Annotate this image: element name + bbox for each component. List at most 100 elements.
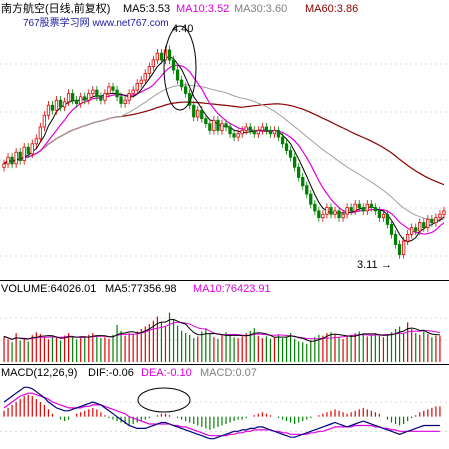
candle (280, 132, 285, 148)
candle (240, 126, 244, 138)
candle-body (6, 156, 10, 165)
candle (79, 92, 83, 108)
candle (171, 55, 176, 75)
volume-ma5-label: MA5:77356.98 (105, 283, 177, 295)
candle (42, 111, 46, 132)
volume-panel[interactable]: VOLUME:64026.01 MA5:77356.98 MA10:76423.… (0, 281, 449, 362)
candle-body (107, 86, 111, 94)
candle (167, 45, 172, 65)
candle-body (276, 129, 281, 138)
candle-body (341, 213, 345, 219)
candle (305, 181, 309, 199)
candle-body (26, 146, 30, 155)
candle (216, 116, 220, 135)
candle (71, 89, 75, 105)
candle-body (349, 207, 353, 212)
candle-body (71, 93, 75, 101)
candle-body (147, 66, 152, 74)
price-title: 南方航空(日线,前复权) (1, 1, 110, 15)
candle-body (87, 93, 91, 101)
volume-ma5-line (3, 318, 440, 342)
candle (369, 200, 374, 212)
candle (75, 96, 79, 108)
candle-body (155, 52, 160, 61)
candle (192, 101, 196, 122)
candle (83, 92, 87, 105)
candle (6, 153, 10, 169)
candle-body (135, 83, 139, 91)
candle-body (171, 59, 176, 71)
macd-name-label: MACD(12,26,9) (1, 367, 77, 379)
price-panel[interactable]: 4.40 3.11 → 南方航空(日线,前复权) MA5:3.53 MA10:3… (0, 0, 449, 271)
candle-body (381, 213, 386, 219)
candle (139, 75, 143, 88)
candle-body (389, 223, 394, 235)
candle (208, 119, 212, 135)
candle (260, 122, 265, 135)
candle-body (34, 138, 38, 145)
candle (405, 230, 410, 246)
candle (284, 139, 289, 155)
candle (373, 203, 378, 216)
candle (236, 129, 240, 142)
candle (393, 230, 398, 249)
macd-panel[interactable]: MACD(12,26,9) DIF:-0.06 DEA:-0.10 MACD:0… (0, 365, 449, 440)
candle-body (345, 207, 349, 215)
candle (34, 134, 38, 148)
candle (196, 106, 200, 122)
candle-body (426, 218, 430, 229)
candle-body (309, 193, 313, 205)
candle (401, 236, 406, 259)
candle-body (79, 96, 83, 104)
candlesticks[interactable] (2, 45, 446, 259)
candle-body (393, 233, 398, 245)
candle (183, 82, 188, 98)
candle-body (280, 136, 285, 145)
candle-body (248, 126, 252, 131)
candle-body (115, 89, 119, 98)
candle-body (62, 101, 67, 108)
candle-body (409, 227, 414, 235)
candle-body (99, 96, 103, 101)
candle-body (151, 59, 156, 68)
volume-header-bg (0, 281, 449, 295)
candle (397, 240, 402, 259)
volume-bars[interactable] (3, 312, 441, 363)
candle-body (438, 213, 442, 219)
candle-body (30, 143, 34, 155)
candle-body (216, 119, 220, 131)
candle-body (268, 129, 273, 135)
candle-body (175, 69, 180, 81)
candle-body (232, 133, 236, 138)
candle (228, 122, 232, 138)
candle (337, 206, 341, 222)
volume-label: VOLUME:64026.01 (1, 283, 96, 295)
candle (212, 116, 216, 135)
candle-body (224, 123, 228, 128)
ma30-series (3, 84, 445, 221)
candle-body (83, 96, 87, 101)
dif-label: DIF:-0.06 (88, 367, 134, 379)
candle-body (204, 118, 208, 124)
candle (341, 210, 345, 222)
candle (54, 96, 59, 115)
macd-histogram[interactable] (3, 394, 441, 430)
price-header-bg (0, 0, 449, 17)
candle-body (434, 217, 438, 224)
candle (426, 215, 430, 232)
candle-body (321, 213, 325, 219)
candle-body (75, 99, 79, 104)
candle (135, 79, 139, 95)
candle (147, 62, 152, 78)
candle-body (179, 79, 184, 88)
candle-body (103, 93, 107, 101)
candle-body (405, 233, 410, 242)
candle-body (256, 129, 261, 135)
highlight-ellipse (163, 25, 197, 111)
candle (345, 203, 349, 219)
candle (353, 200, 357, 216)
candle-body (414, 227, 418, 232)
candle (87, 89, 91, 105)
candle-body (442, 210, 446, 215)
